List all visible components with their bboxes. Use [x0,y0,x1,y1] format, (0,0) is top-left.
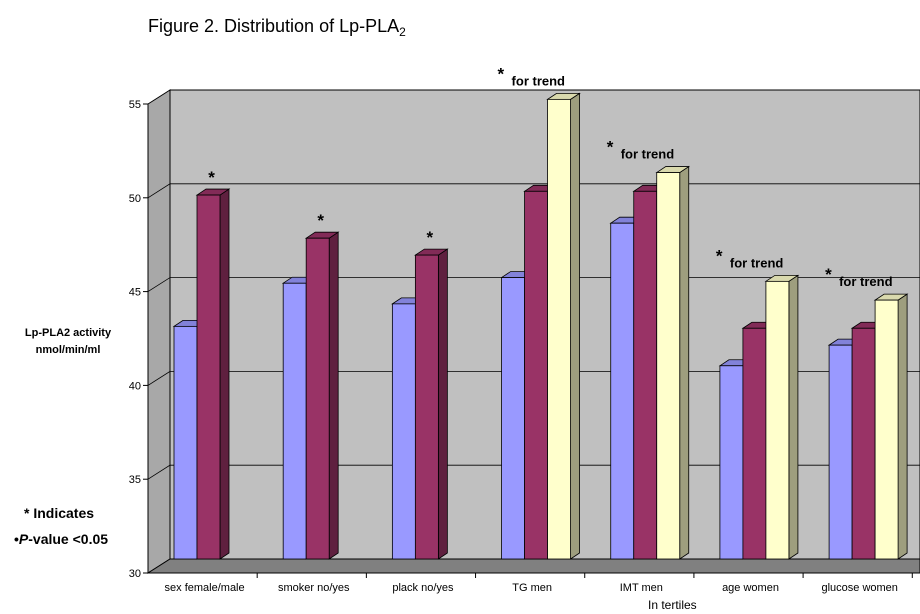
bar [874,299,899,560]
x-category-label: smoker no/yes [278,582,350,594]
bar [656,172,681,560]
x-category-label: TG men [512,582,552,594]
bar-side [437,248,448,560]
y-tick-label: 55 [129,99,141,111]
bar [524,190,548,560]
bar [173,325,198,560]
bar [391,303,416,560]
bar-side [788,274,799,560]
bar-side [328,231,339,560]
bar [742,327,767,560]
y-tick-label: 30 [129,568,141,580]
x-category-label: IMT men [620,582,663,594]
chart-floor [146,558,920,574]
y-axis-label: Lp-PLA2 activity nmol/min/ml [0,325,136,359]
chart-title: Figure 2. Distribution of Lp-PLA2 [148,16,406,39]
bar [719,365,744,560]
bar [851,327,876,560]
significance-star: * [427,228,434,247]
trend-label: for trend [839,274,893,289]
bar-side [679,165,690,560]
bar [765,280,790,560]
significance-note: * Indicates •P-value <0.05 [14,500,108,552]
bar [610,222,635,560]
y-tick-label: 50 [129,193,141,205]
bar [305,237,330,560]
significance-star: * [825,265,832,284]
bar [414,254,439,560]
significance-star: * [716,246,723,265]
y-tick-label: 40 [129,380,141,392]
y-tick-label: 45 [129,287,141,299]
x-category-label: age women [722,582,779,594]
bar-side [570,92,580,560]
x-category-label: glucose women [821,582,897,594]
y-axis-label-line1: Lp-PLA2 activity [24,327,112,339]
significance-star: * [607,138,614,157]
trend-label: for trend [512,73,566,88]
y-axis-label-line2: nmol/min/ml [35,344,101,356]
significance-star: * [498,64,505,83]
significance-star: * [208,168,215,187]
x-category-label: sex female/male [165,582,245,594]
bar-side [219,188,230,560]
x-category-label: plack no/yes [392,582,454,594]
bar [501,277,525,560]
bar [196,194,221,560]
note-line-pvalue: •P-value <0.05 [14,531,109,547]
note-line-indicates: * Indicates [24,505,95,521]
bar [633,190,658,560]
bar [828,344,853,560]
trend-label: for trend [730,255,784,270]
bar [282,282,307,560]
y-tick-label: 35 [129,474,141,486]
x-axis-title: In tertiles [648,598,697,612]
chart-side-wall [147,89,171,574]
bar [547,98,571,560]
significance-star: * [317,211,324,230]
trend-label: for trend [621,147,675,162]
bar-side [897,293,908,560]
